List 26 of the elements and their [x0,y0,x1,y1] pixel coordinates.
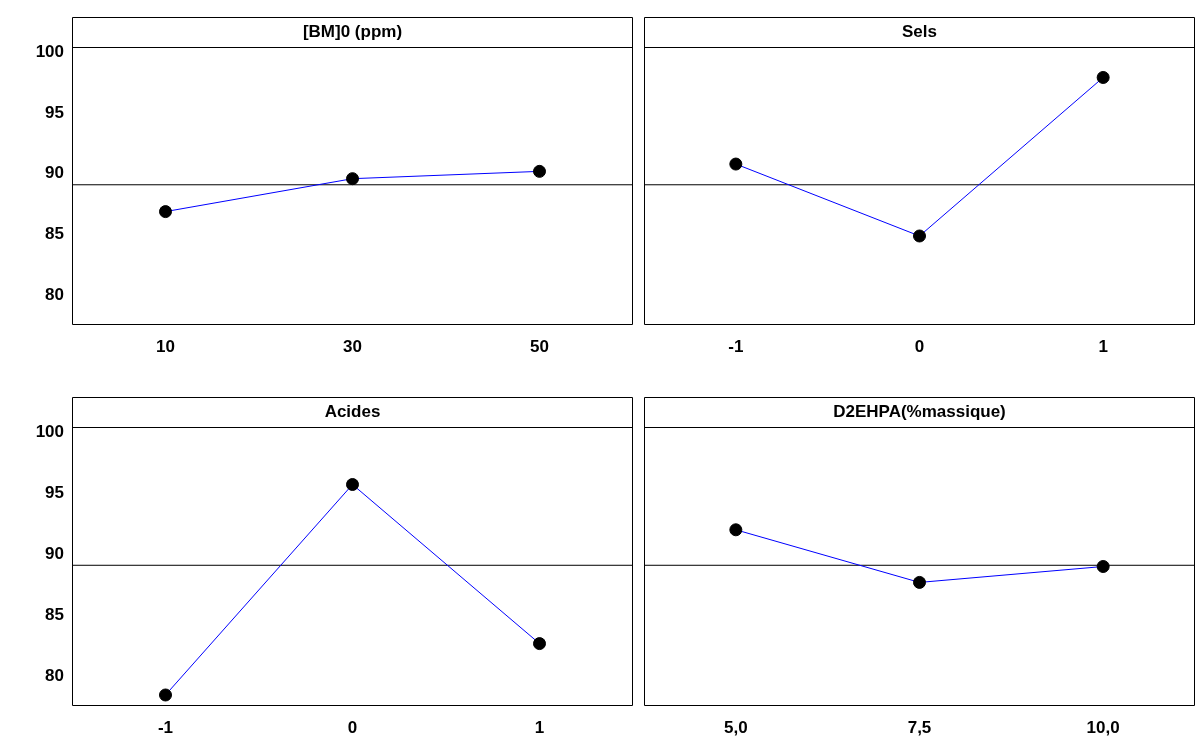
y-tick-label: 95 [45,482,64,502]
x-tick-label: 1 [534,717,545,737]
x-tick-label: -1 [157,717,174,737]
y-tick-label: 90 [45,543,64,563]
x-tick-label: 50 [530,336,549,356]
chart-title: Acides [324,401,381,421]
y-tick-label: 100 [35,41,64,61]
x-tick-label: -1 [728,336,744,356]
y-tick-label: 85 [45,224,64,244]
y-tick-label: 95 [45,102,64,122]
x-tick-label: 0 [914,336,925,356]
y-tick-label: 100 [35,421,64,441]
x-tick-label: 1 [1098,336,1108,356]
x-tick-label: 30 [343,336,362,356]
chart-title: D2EHPA(%massique) [833,401,1006,421]
y-tick-label: 85 [45,605,64,625]
x-tick-label: 10 [156,336,175,356]
x-tick-label: 10,0 [1086,717,1120,737]
y-tick-label: 90 [45,163,64,183]
chart-title: [BM]0 (ppm) [302,21,403,41]
chart-title: Sels [902,21,937,41]
x-tick-label: 0 [347,717,358,737]
y-tick-label: 80 [45,285,64,305]
y-tick-label: 80 [45,666,64,686]
x-tick-label: 7,5 [907,717,932,737]
x-tick-label: 5,0 [724,717,748,737]
